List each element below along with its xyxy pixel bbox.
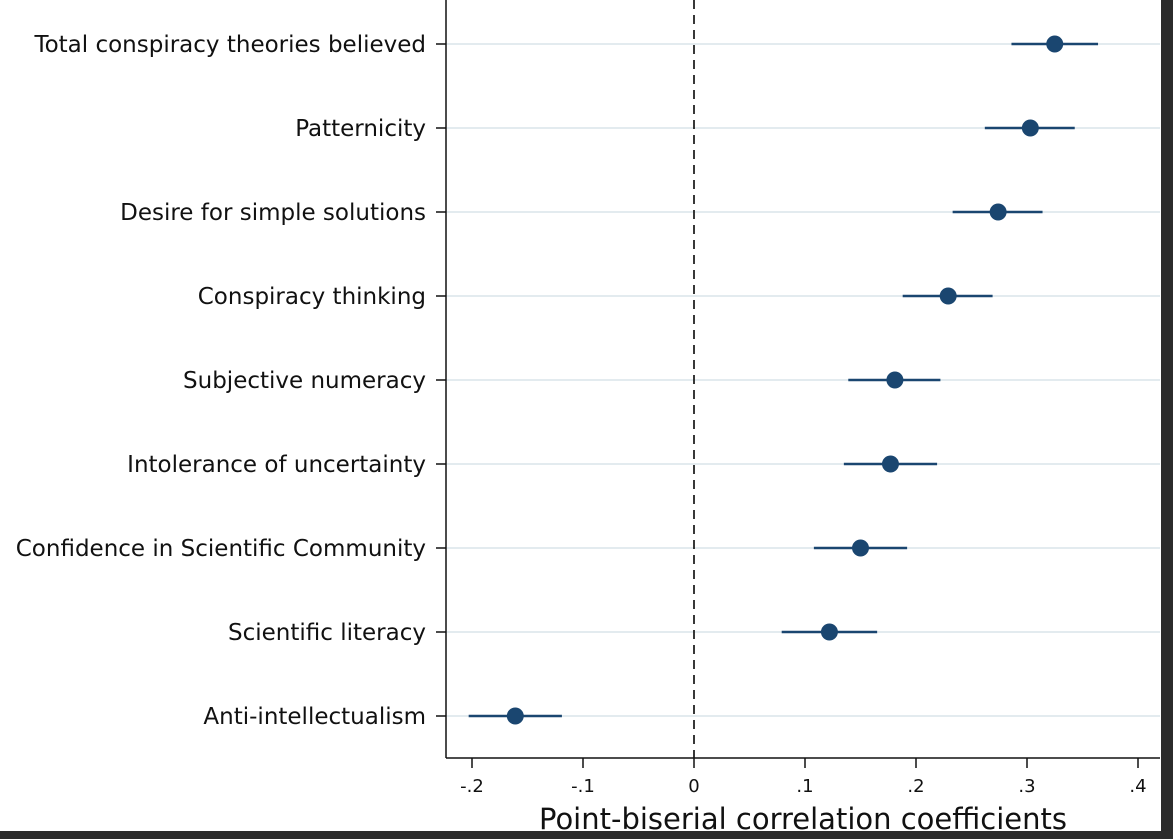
- grid-layer: [446, 43, 1160, 717]
- category-label: Patternicity: [295, 116, 426, 142]
- data-marks: [468, 35, 1099, 725]
- category-label: Anti-intellectualism: [203, 704, 426, 730]
- x-axis-ticks: -.2 -.1 0 .1 .2 .3 .4: [460, 758, 1147, 797]
- data-point: [820, 623, 838, 641]
- data-point: [852, 539, 869, 557]
- data-point: [881, 455, 899, 473]
- category-label: Conspiracy thinking: [198, 284, 426, 310]
- data-point: [1046, 35, 1064, 53]
- category-label: Scientific literacy: [228, 620, 426, 646]
- x-tick-label: .4: [1129, 776, 1146, 797]
- data-point: [506, 707, 524, 725]
- data-point: [939, 287, 957, 305]
- category-label: Total conspiracy theories believed: [33, 32, 426, 58]
- data-point: [886, 371, 904, 389]
- data-point: [989, 203, 1007, 221]
- x-tick-label: .2: [907, 776, 924, 797]
- x-tick-label: -.2: [460, 776, 484, 797]
- x-axis-title: Point-biserial correlation coefficients: [539, 802, 1067, 831]
- category-label: Intolerance of uncertainty: [127, 452, 426, 478]
- data-point: [1021, 119, 1039, 137]
- x-tick-label: .3: [1018, 776, 1035, 797]
- category-labels: Total conspiracy theories believed Patter…: [16, 32, 446, 730]
- x-tick-label: 0: [688, 776, 699, 797]
- category-label: Subjective numeracy: [183, 368, 426, 394]
- x-tick-label: .1: [796, 776, 813, 797]
- category-label: Desire for simple solutions: [120, 200, 426, 226]
- x-tick-label: -.1: [571, 776, 595, 797]
- category-label: Confidence in Scientific Community: [16, 536, 426, 562]
